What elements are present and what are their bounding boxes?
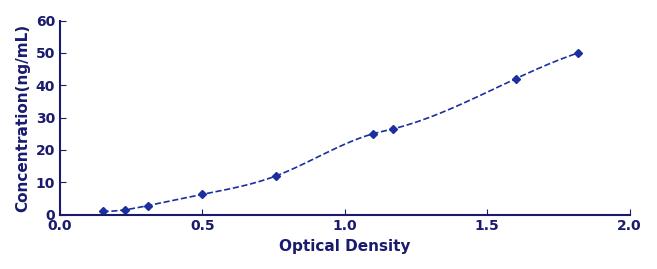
X-axis label: Optical Density: Optical Density bbox=[279, 239, 411, 254]
Y-axis label: Concentration(ng/mL): Concentration(ng/mL) bbox=[15, 23, 30, 212]
